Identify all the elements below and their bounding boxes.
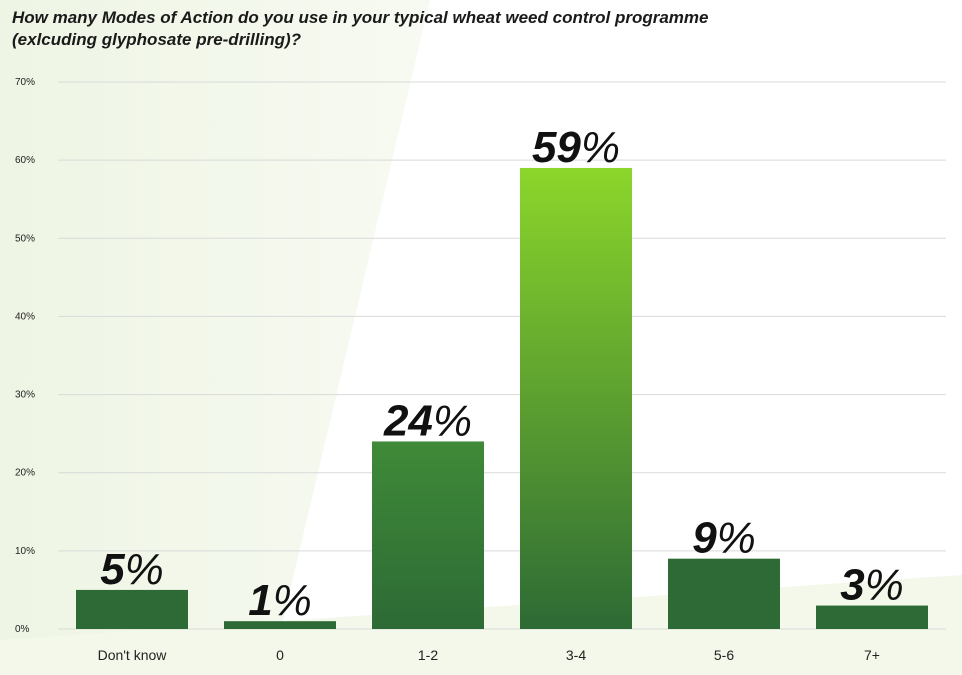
x-tick-label: 1-2	[418, 647, 438, 663]
category-labels: Don't know 0 1-2 3-4 5-6 7+	[98, 647, 880, 663]
data-label-unit: %	[273, 576, 312, 625]
x-tick-label: Don't know	[98, 647, 168, 663]
data-label-value: 1	[248, 576, 272, 625]
data-label: 9%	[692, 514, 756, 563]
x-tick-label: 7+	[864, 647, 880, 663]
data-label-value: 59	[532, 123, 581, 172]
bar-0	[224, 621, 336, 629]
y-tick-label: 30%	[15, 390, 35, 401]
bar-1-2	[372, 441, 484, 629]
data-label-unit: %	[581, 123, 620, 172]
data-label-value: 24	[383, 396, 433, 445]
data-labels: 5%1%24%59%9%3%	[100, 123, 904, 625]
bar-3-4	[520, 167, 632, 629]
data-label-unit: %	[717, 514, 756, 563]
x-tick-label: 3-4	[566, 647, 586, 663]
y-tick-label: 60%	[15, 155, 35, 166]
y-tick-label: 20%	[15, 468, 35, 479]
y-tick-label: 40%	[15, 311, 35, 322]
bar-don-t-know	[76, 589, 188, 629]
bar-7	[816, 605, 928, 629]
y-tick-label: 10%	[15, 546, 35, 557]
gridlines: 0% 10% 20% 30% 40% 50% 60% 70%	[15, 77, 946, 635]
x-tick-label: 5-6	[714, 647, 734, 663]
data-label: 5%	[100, 545, 164, 594]
bar-5-6	[668, 558, 780, 629]
data-label-unit: %	[865, 561, 904, 610]
data-label: 59%	[532, 123, 620, 172]
data-label-value: 9	[692, 514, 717, 563]
bars	[76, 167, 928, 629]
chart-title: How many Modes of Action do you use in y…	[12, 7, 912, 51]
data-label: 1%	[248, 576, 312, 625]
chart-title-line-1: How many Modes of Action do you use in y…	[12, 8, 709, 27]
chart-title-line-2: (exlcuding glyphosate pre-drilling)?	[12, 30, 302, 49]
data-label-unit: %	[125, 545, 164, 594]
data-label: 24%	[383, 396, 472, 445]
x-tick-label: 0	[276, 647, 284, 663]
y-tick-label: 0%	[15, 624, 30, 635]
data-label-value: 5	[100, 545, 125, 594]
data-label-unit: %	[433, 396, 472, 445]
y-tick-label: 50%	[15, 233, 35, 244]
y-tick-label: 70%	[15, 77, 35, 88]
data-label: 3%	[840, 561, 904, 610]
data-label-value: 3	[840, 561, 864, 610]
